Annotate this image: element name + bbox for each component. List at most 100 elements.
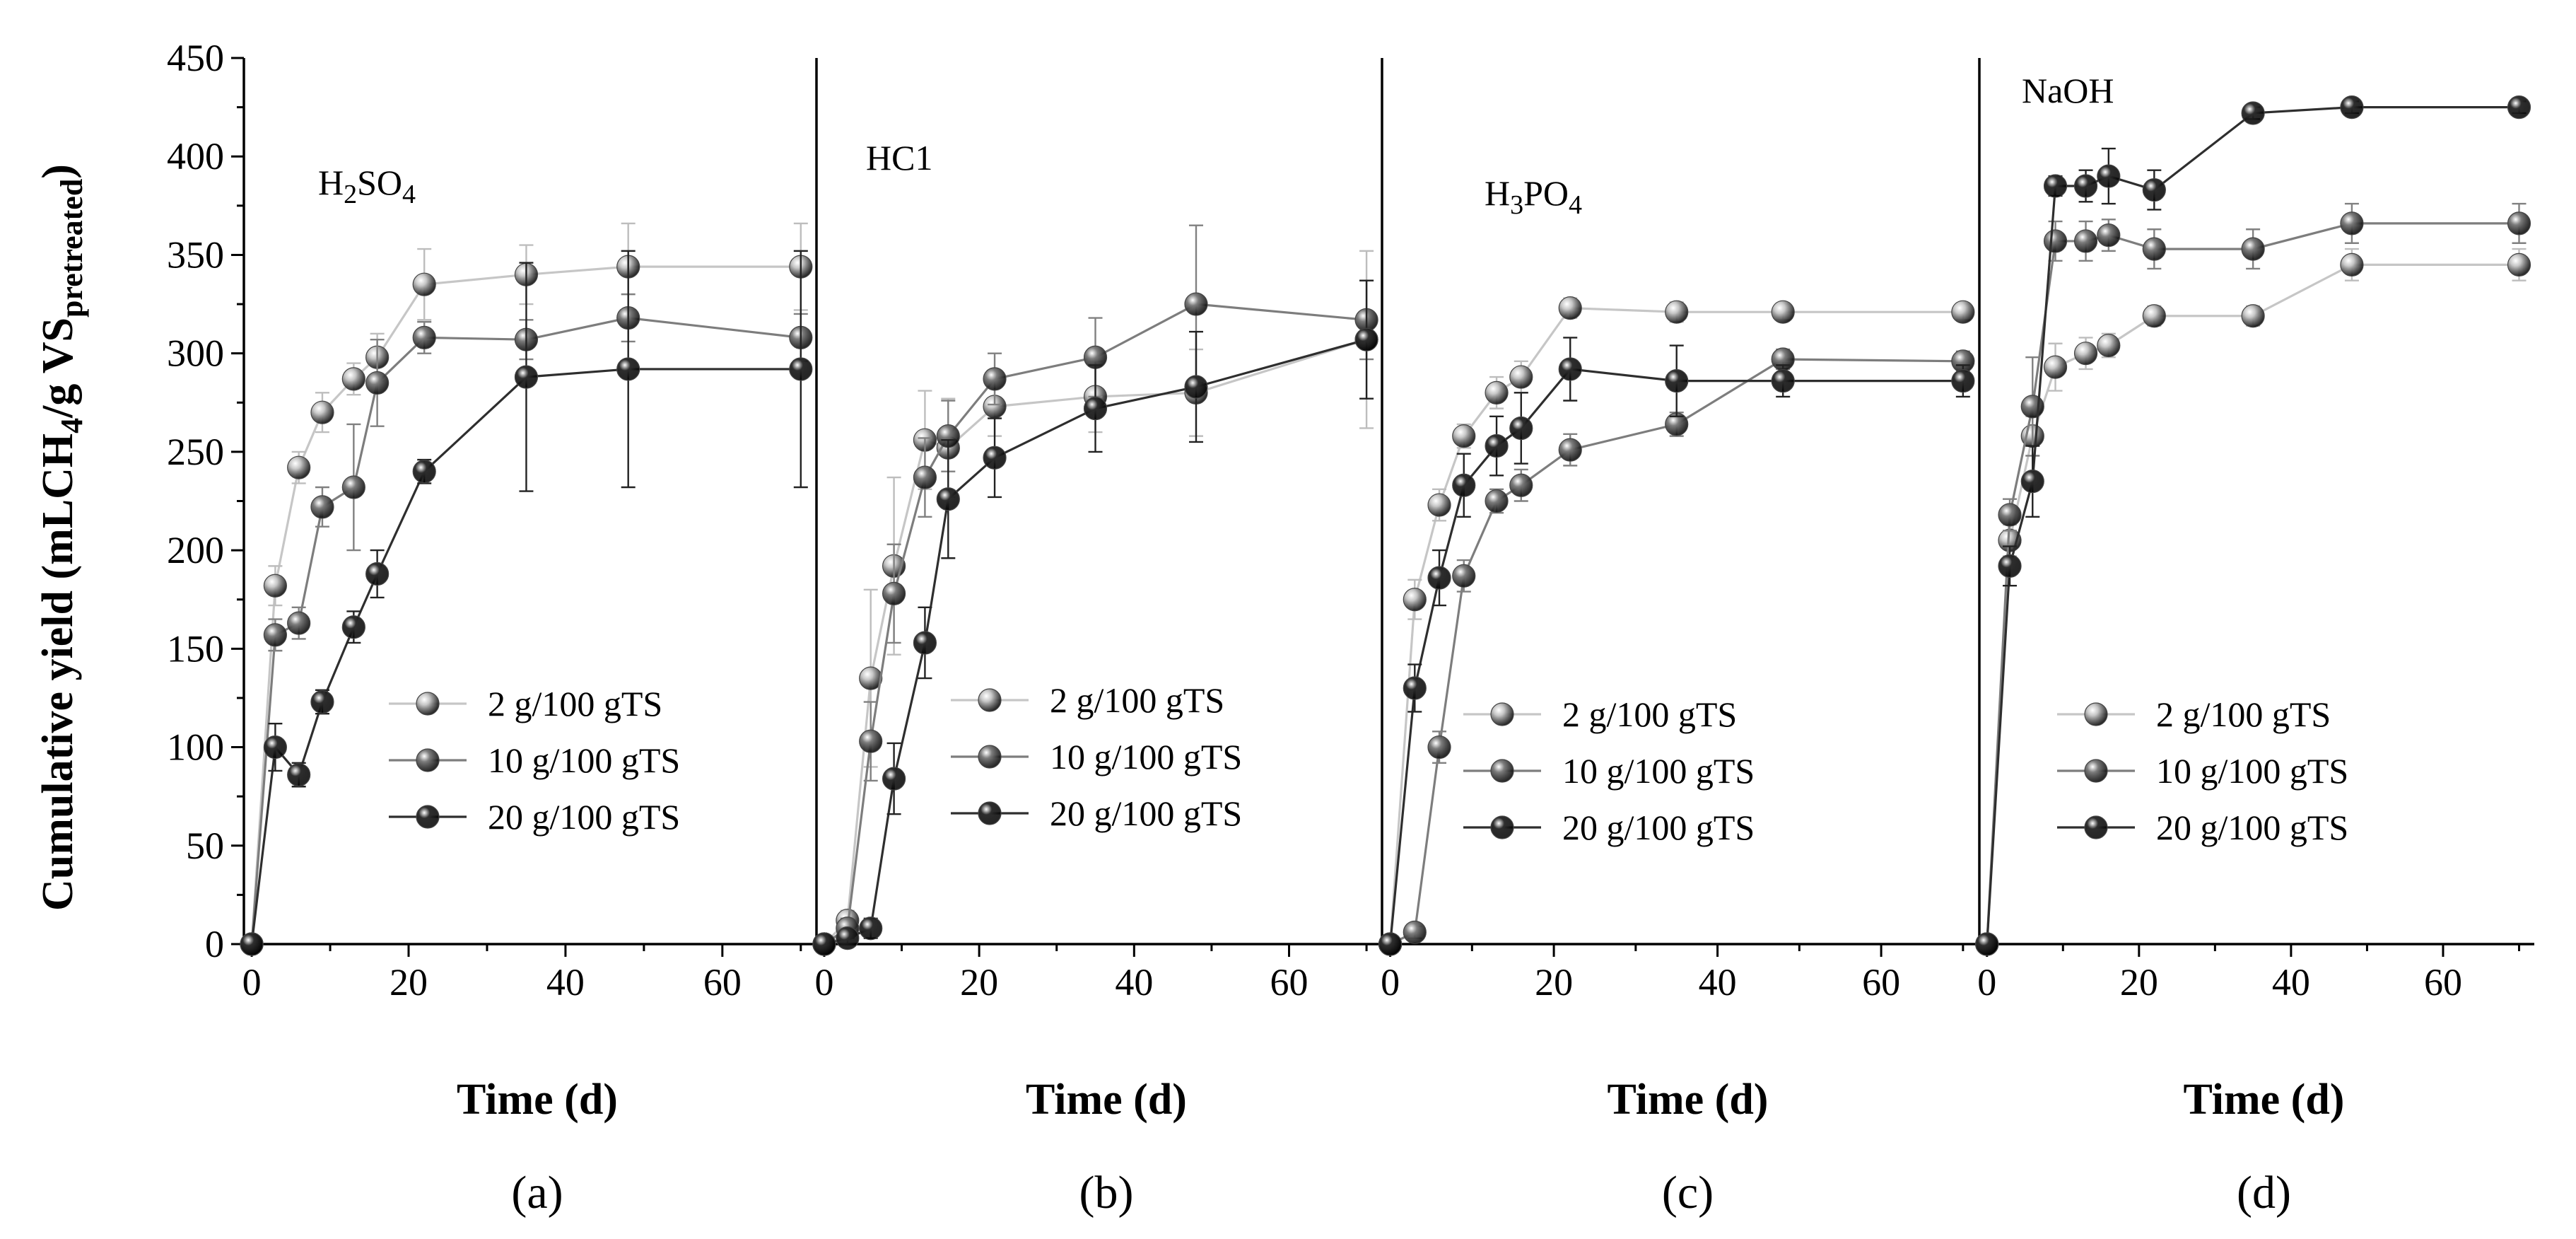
panel-title: H3PO4 (1485, 173, 1582, 220)
series-line (250, 316, 801, 945)
legend-entry: 10 g/100 gTS (488, 740, 680, 780)
x-tick-label: 40 (1115, 961, 1153, 1004)
data-point (341, 615, 365, 639)
data-point (287, 455, 311, 479)
data-point (287, 762, 311, 787)
series-line (823, 338, 1367, 946)
legend-marker (978, 688, 1002, 712)
data-point (310, 690, 334, 714)
data-point (1083, 397, 1108, 421)
x-tick-label: 60 (2424, 961, 2462, 1004)
data-point (2241, 304, 2265, 328)
data-point (240, 932, 264, 956)
legend-entry: 2 g/100 gTS (1562, 694, 1737, 734)
legend-entry: 10 g/100 gTS (1562, 751, 1755, 791)
data-point (983, 446, 1007, 470)
data-point (1771, 300, 1795, 324)
legend-marker (978, 801, 1002, 825)
data-point (616, 357, 640, 381)
series-line (250, 265, 801, 945)
data-point (263, 623, 287, 647)
series-line (1986, 106, 2519, 945)
data-point (2142, 237, 2166, 261)
legend-marker (978, 745, 1002, 769)
data-point (310, 400, 334, 424)
legend-marker (2084, 702, 2108, 726)
legend-entry: 10 g/100 gTS (2156, 751, 2348, 791)
data-point (2020, 395, 2044, 419)
y-axis-title: Cumulative yield (mLCH4/g VSpretreated) (34, 164, 89, 911)
data-point (2073, 229, 2098, 253)
legend-marker (1490, 702, 1514, 726)
series-line (250, 368, 801, 945)
data-point (2043, 355, 2068, 379)
data-point (1427, 566, 1451, 590)
data-point (2507, 252, 2531, 277)
data-point (859, 729, 883, 753)
x-axis-title: Time (d) (457, 1076, 618, 1124)
legend-entry: 20 g/100 gTS (2156, 808, 2348, 847)
data-point (812, 932, 836, 956)
data-point (2020, 470, 2044, 494)
data-point (1951, 300, 1975, 324)
data-point (365, 371, 390, 395)
series-dark (240, 250, 813, 956)
y-tick-label: 200 (167, 529, 224, 571)
data-point (983, 367, 1007, 391)
panel-label: (b) (1079, 1167, 1134, 1218)
data-point (263, 735, 287, 760)
y-tick-label: 450 (167, 37, 224, 79)
legend: 2 g/100 gTS 10 g/100 gTS 20 g/100 gTS (951, 680, 1242, 833)
data-point (882, 767, 906, 791)
data-point (1427, 735, 1451, 760)
legend-marker (2084, 759, 2108, 783)
legend-entry: 2 g/100 gTS (488, 684, 662, 723)
x-tick-label: 40 (546, 961, 585, 1004)
data-point (1354, 327, 1378, 351)
series-line (1986, 263, 2519, 945)
y-axis-title-mid: /g VS (34, 318, 82, 419)
data-point (913, 631, 937, 655)
x-tick-label: 60 (1270, 961, 1308, 1004)
y-tick-label: 250 (167, 431, 224, 473)
panel-label: (d) (2237, 1167, 2291, 1218)
data-point (1403, 676, 1427, 700)
legend-marker (416, 692, 440, 716)
data-point (2340, 252, 2364, 277)
data-point (1975, 932, 1999, 956)
x-tick-label: 40 (1699, 961, 1737, 1004)
x-axis-title: Time (d) (2184, 1076, 2345, 1124)
y-tick-label: 100 (167, 726, 224, 769)
data-point (1485, 489, 1509, 513)
data-point (1378, 932, 1403, 956)
series-line (824, 303, 1367, 946)
panel-title: NaOH (2022, 71, 2114, 110)
legend-marker (2084, 815, 2108, 839)
legend-marker (416, 748, 440, 772)
data-point (1998, 554, 2022, 578)
data-point (836, 926, 860, 950)
x-tick-label: 20 (2120, 961, 2158, 1004)
panel-title: H2SO4 (318, 163, 416, 209)
data-point (514, 365, 539, 389)
panel-label: (c) (1662, 1167, 1714, 1218)
data-point (365, 562, 390, 586)
y-tick-label: 150 (167, 627, 224, 670)
y-axis-title-close: ) (34, 164, 82, 179)
legend-entry: 10 g/100 gTS (1050, 737, 1242, 776)
series-line (1389, 358, 1963, 946)
panel-4: 0 20 40 60 Time (d) (d) NaOH 2 g/100 gTS 10 g/10… (1975, 58, 2534, 1218)
data-point (1771, 369, 1795, 393)
data-point (1452, 564, 1476, 588)
data-point (936, 487, 960, 511)
x-axis-title: Time (d) (1608, 1076, 1769, 1124)
data-point (1427, 493, 1451, 517)
x-tick-label: 60 (1862, 961, 1900, 1004)
data-point (859, 917, 883, 941)
x-tick-label: 0 (242, 961, 262, 1004)
data-point (1665, 369, 1689, 393)
x-tick-label: 0 (1977, 961, 1996, 1004)
data-point (2097, 223, 2121, 248)
data-point (1403, 920, 1427, 944)
data-point (2142, 178, 2166, 202)
